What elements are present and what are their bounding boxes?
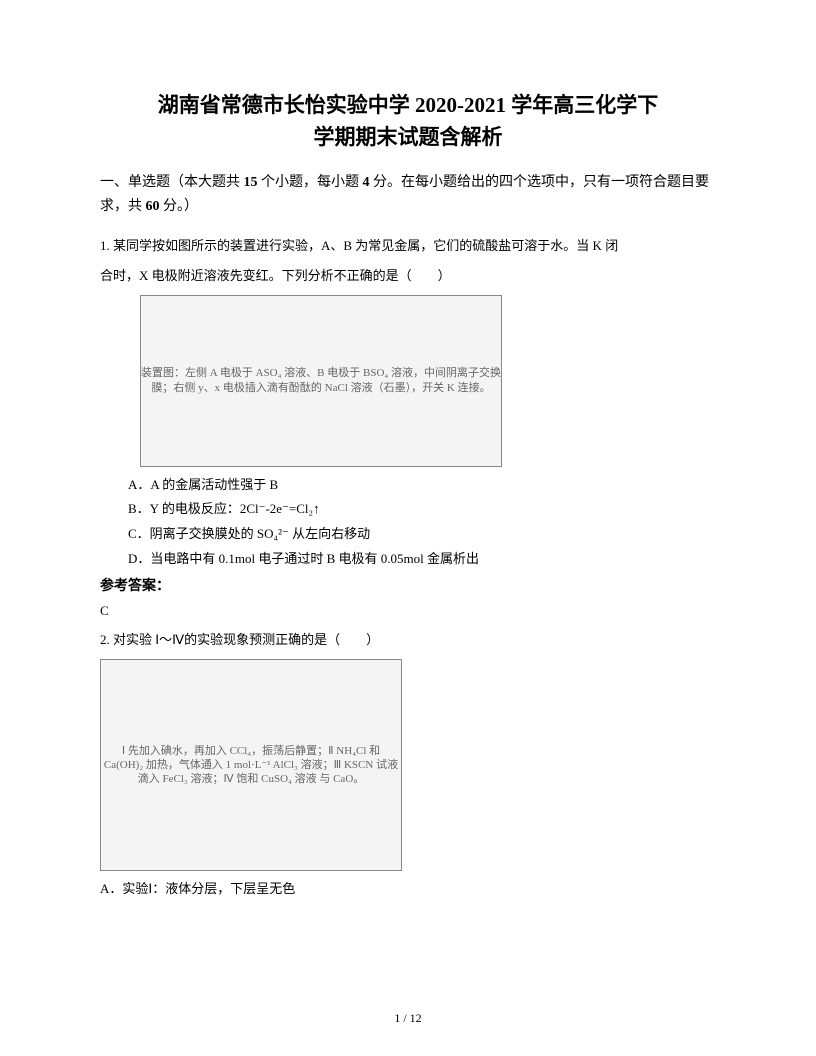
q1-option-c: C．阴离子交换膜处的 SO₄²⁻ 从左向右移动 — [100, 522, 716, 547]
q1-option-d: D．当电路中有 0.1mol 电子通过时 B 电极有 0.05mol 金属析出 — [100, 547, 716, 572]
q1-option-a: A．A 的金属活动性强于 B — [100, 473, 716, 498]
title-line-2: 学期期末试题含解析 — [100, 122, 716, 154]
answer-label: 参考答案： — [100, 575, 716, 595]
q1-figure-caption: 装置图：左侧 A 电极于 ASO₄ 溶液、B 电极于 BSO₄ 溶液，中间阴离子… — [141, 366, 501, 395]
doc-title: 湖南省常德市长怡实验中学 2020-2021 学年高三化学下 学期期末试题含解析 — [100, 90, 716, 153]
title-line-1: 湖南省常德市长怡实验中学 2020-2021 学年高三化学下 — [100, 90, 716, 122]
q1-answer: C — [100, 603, 716, 619]
q2-option-a: A．实验Ⅰ：液体分层，下层呈无色 — [100, 877, 716, 902]
q2-stem: 2. 对实验 Ⅰ～Ⅳ的实验现象预测正确的是（ ） — [100, 627, 716, 653]
q2-figure: Ⅰ 先加入碘水，再加入 CCl₄，振荡后静置；Ⅱ NH₄Cl 和 Ca(OH)₂… — [100, 659, 402, 871]
q1-stem-line1: 1. 某同学按如图所示的装置进行实验，A、B 为常见金属，它们的硫酸盐可溶于水。… — [100, 233, 716, 259]
q1-figure: 装置图：左侧 A 电极于 ASO₄ 溶液、B 电极于 BSO₄ 溶液，中间阴离子… — [140, 295, 502, 467]
q2-figure-caption: Ⅰ 先加入碘水，再加入 CCl₄，振荡后静置；Ⅱ NH₄Cl 和 Ca(OH)₂… — [101, 744, 401, 787]
section-heading: 一、单选题（本大题共 15 个小题，每小题 4 分。在每小题给出的四个选项中，只… — [100, 171, 716, 219]
q1-stem-line2: 合时，X 电极附近溶液先变红。下列分析不正确的是（ ） — [100, 263, 716, 289]
page: 湖南省常德市长怡实验中学 2020-2021 学年高三化学下 学期期末试题含解析… — [0, 0, 816, 1056]
q1-option-b: B．Y 的电极反应：2Cl⁻-2e⁻=Cl₂↑ — [100, 497, 716, 522]
page-footer: 1 / 12 — [0, 1011, 816, 1026]
